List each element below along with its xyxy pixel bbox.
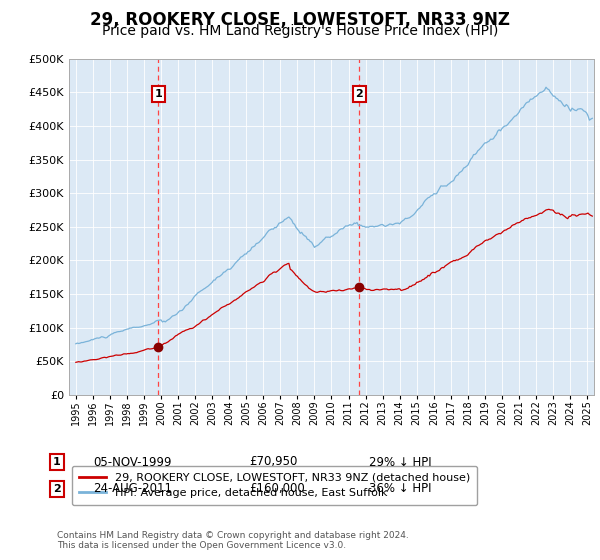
- Text: 24-AUG-2011: 24-AUG-2011: [93, 482, 172, 496]
- Text: 29, ROOKERY CLOSE, LOWESTOFT, NR33 9NZ: 29, ROOKERY CLOSE, LOWESTOFT, NR33 9NZ: [90, 11, 510, 29]
- Text: 05-NOV-1999: 05-NOV-1999: [93, 455, 172, 469]
- Text: 1: 1: [53, 457, 61, 467]
- Text: 29% ↓ HPI: 29% ↓ HPI: [369, 455, 431, 469]
- Text: Contains HM Land Registry data © Crown copyright and database right 2024.
This d: Contains HM Land Registry data © Crown c…: [57, 530, 409, 550]
- Text: £160,000: £160,000: [249, 482, 305, 496]
- Text: 1: 1: [154, 89, 162, 99]
- Text: 36% ↓ HPI: 36% ↓ HPI: [369, 482, 431, 496]
- Legend: 29, ROOKERY CLOSE, LOWESTOFT, NR33 9NZ (detached house), HPI: Average price, det: 29, ROOKERY CLOSE, LOWESTOFT, NR33 9NZ (…: [72, 466, 477, 505]
- Text: £70,950: £70,950: [249, 455, 298, 469]
- Text: 2: 2: [53, 484, 61, 494]
- Text: 2: 2: [356, 89, 364, 99]
- Text: Price paid vs. HM Land Registry's House Price Index (HPI): Price paid vs. HM Land Registry's House …: [102, 24, 498, 38]
